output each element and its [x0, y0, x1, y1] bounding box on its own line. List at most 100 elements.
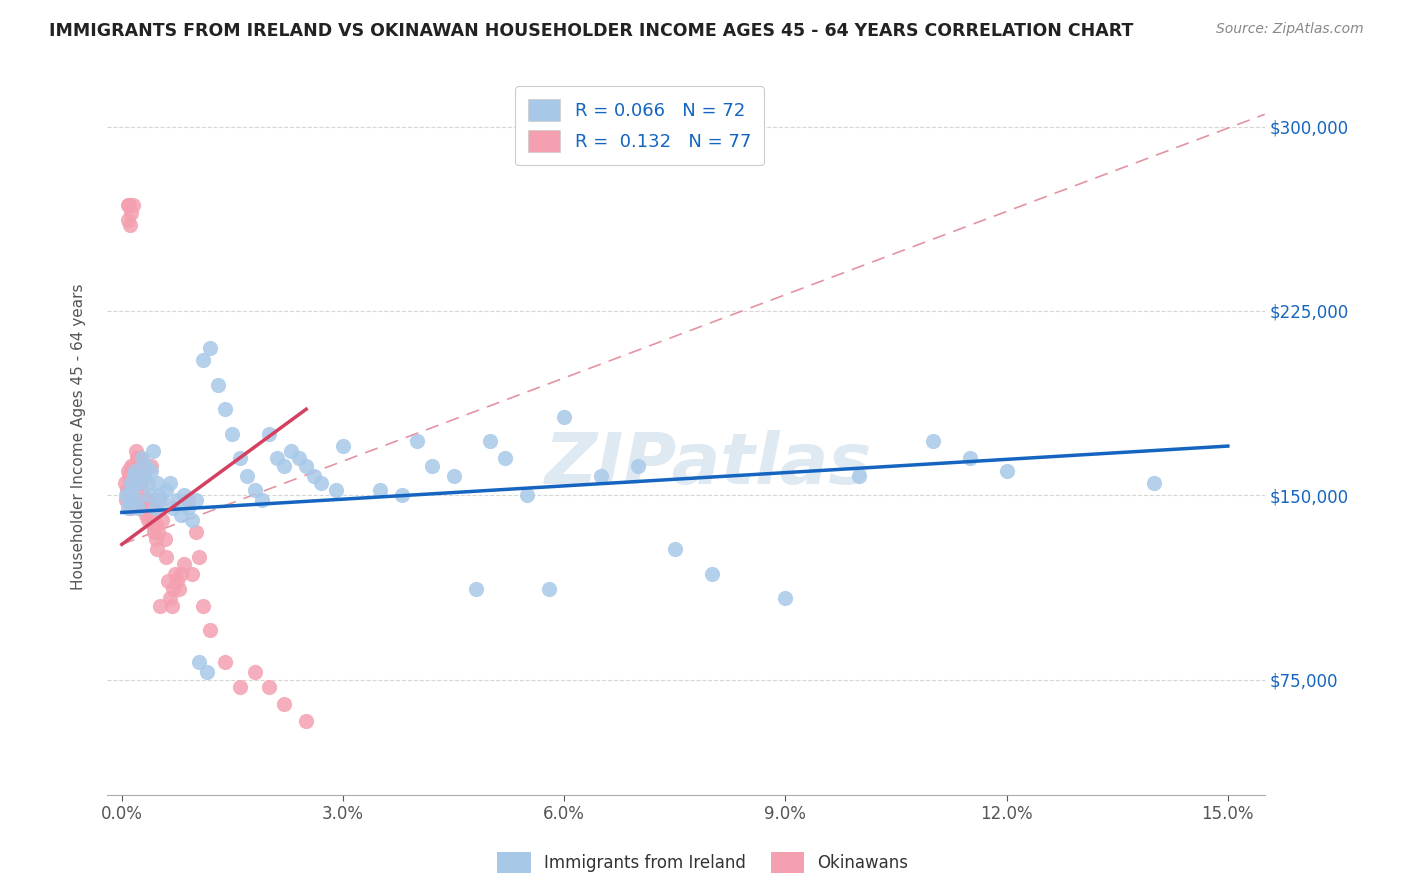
Text: Source: ZipAtlas.com: Source: ZipAtlas.com	[1216, 22, 1364, 37]
Point	[146, 542, 169, 557]
Point	[155, 483, 177, 498]
Point	[163, 566, 186, 581]
Point	[959, 451, 981, 466]
Point	[141, 458, 163, 473]
Point	[995, 464, 1018, 478]
Point	[148, 493, 170, 508]
Point	[166, 493, 188, 508]
Point	[136, 500, 159, 515]
Point	[146, 525, 169, 540]
Point	[180, 513, 202, 527]
Point	[124, 475, 146, 490]
Point	[146, 475, 169, 490]
Point	[191, 599, 214, 613]
Point	[115, 493, 138, 508]
Point	[128, 475, 150, 490]
Point	[266, 451, 288, 466]
Point	[170, 566, 193, 581]
Point	[280, 444, 302, 458]
Point	[127, 500, 149, 515]
Point	[117, 500, 139, 515]
Point	[135, 493, 157, 508]
Point	[118, 493, 141, 508]
Point	[142, 517, 165, 532]
Point	[120, 205, 142, 219]
Point	[118, 198, 141, 212]
Point	[134, 500, 156, 515]
Point	[132, 468, 155, 483]
Point	[127, 451, 149, 466]
Point	[288, 451, 311, 466]
Point	[117, 464, 139, 478]
Point	[125, 493, 148, 508]
Point	[153, 533, 176, 547]
Point	[221, 426, 243, 441]
Point	[229, 680, 252, 694]
Point	[122, 468, 145, 483]
Point	[170, 508, 193, 522]
Point	[368, 483, 391, 498]
Point	[145, 517, 167, 532]
Point	[122, 458, 145, 473]
Point	[120, 458, 142, 473]
Point	[125, 444, 148, 458]
Point	[131, 483, 153, 498]
Point	[200, 341, 222, 355]
Point	[184, 493, 207, 508]
Y-axis label: Householder Income Ages 45 - 64 years: Householder Income Ages 45 - 64 years	[72, 283, 86, 590]
Point	[134, 493, 156, 508]
Point	[138, 508, 160, 522]
Point	[129, 475, 152, 490]
Point	[162, 582, 184, 596]
Point	[464, 582, 486, 596]
Point	[135, 458, 157, 473]
Point	[114, 488, 136, 502]
Point	[149, 599, 172, 613]
Point	[117, 198, 139, 212]
Point	[121, 483, 143, 498]
Point	[188, 549, 211, 564]
Point	[405, 434, 427, 449]
Point	[136, 475, 159, 490]
Point	[150, 493, 173, 508]
Point	[173, 557, 195, 571]
Point	[159, 475, 181, 490]
Point	[325, 483, 347, 498]
Text: IMMIGRANTS FROM IRELAND VS OKINAWAN HOUSEHOLDER INCOME AGES 45 - 64 YEARS CORREL: IMMIGRANTS FROM IRELAND VS OKINAWAN HOUS…	[49, 22, 1133, 40]
Point	[243, 483, 266, 498]
Point	[159, 591, 181, 606]
Point	[200, 624, 222, 638]
Point	[173, 488, 195, 502]
Point	[115, 483, 138, 498]
Point	[494, 451, 516, 466]
Point	[273, 458, 295, 473]
Point	[553, 409, 575, 424]
Point	[195, 665, 218, 680]
Point	[148, 488, 170, 502]
Point	[131, 451, 153, 466]
Point	[302, 468, 325, 483]
Point	[122, 198, 145, 212]
Point	[259, 680, 281, 694]
Point	[129, 475, 152, 490]
Point	[184, 525, 207, 540]
Legend: R = 0.066   N = 72, R =  0.132   N = 77: R = 0.066 N = 72, R = 0.132 N = 77	[515, 87, 763, 165]
Point	[135, 508, 157, 522]
Point	[121, 464, 143, 478]
Point	[120, 500, 142, 515]
Point	[124, 458, 146, 473]
Point	[180, 566, 202, 581]
Point	[142, 444, 165, 458]
Point	[922, 434, 945, 449]
Point	[143, 525, 166, 540]
Point	[129, 451, 152, 466]
Point	[127, 468, 149, 483]
Point	[118, 468, 141, 483]
Point	[309, 475, 332, 490]
Point	[118, 218, 141, 232]
Point	[191, 353, 214, 368]
Point	[177, 493, 200, 508]
Point	[125, 451, 148, 466]
Point	[775, 591, 797, 606]
Point	[295, 714, 318, 729]
